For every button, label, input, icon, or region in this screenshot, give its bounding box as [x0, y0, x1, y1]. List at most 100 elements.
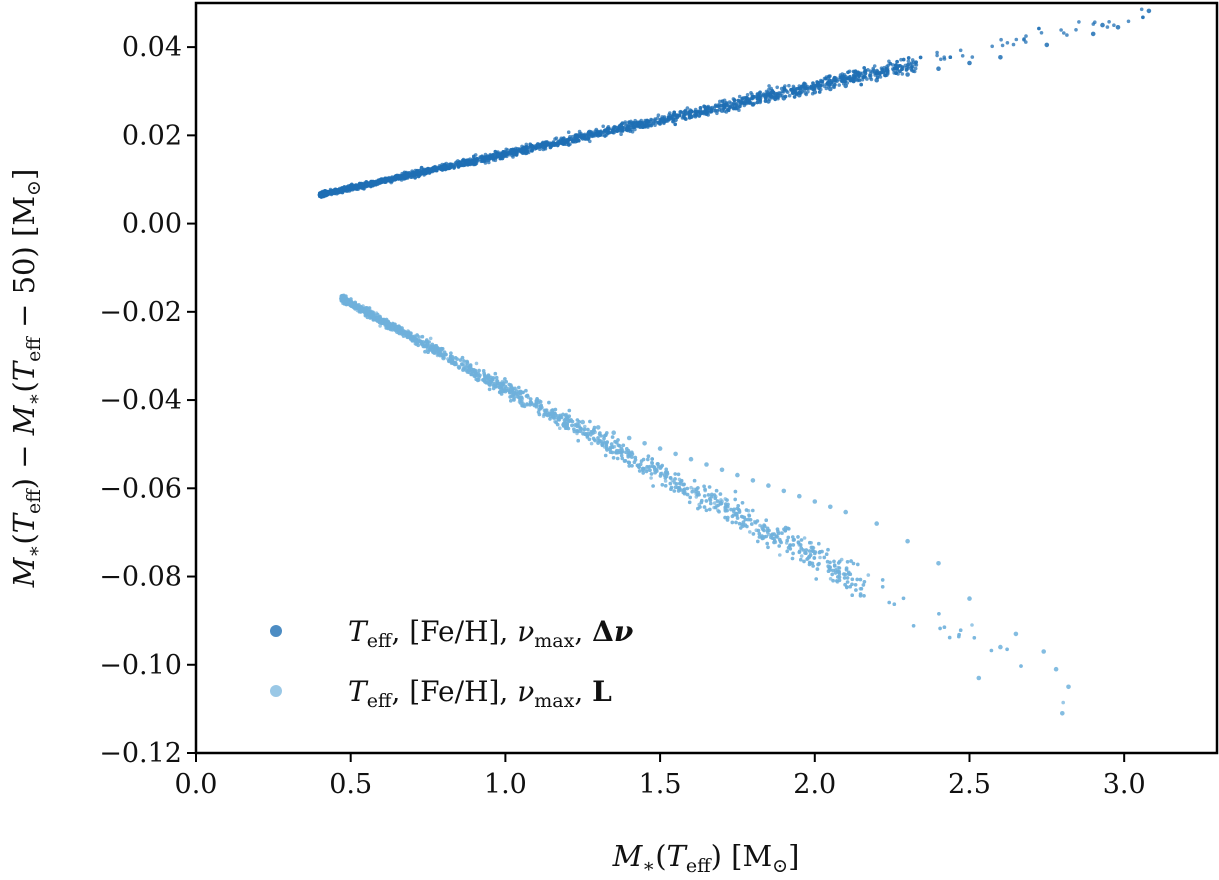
data-point: [960, 54, 965, 58]
data-point: [880, 578, 885, 582]
data-point: [763, 99, 768, 103]
data-point: [493, 371, 498, 376]
data-point: [609, 442, 614, 446]
data-point: [530, 148, 534, 152]
data-point: [790, 556, 795, 561]
data-point: [419, 165, 424, 170]
data-point: [748, 530, 752, 534]
data-point: [812, 86, 817, 91]
data-point: [853, 583, 858, 587]
data-point: [892, 66, 897, 71]
data-point: [655, 116, 660, 120]
data-point: [871, 66, 875, 71]
data-point: [787, 93, 792, 98]
data-point: [558, 426, 562, 431]
data-point: [832, 563, 837, 567]
data-point: [822, 555, 827, 560]
data-point: [683, 112, 688, 116]
data-point: [683, 108, 688, 113]
data-point: [863, 71, 868, 76]
data-point: [636, 123, 641, 127]
data-point: [639, 459, 644, 463]
data-point: [765, 529, 770, 533]
data-point: [777, 544, 781, 548]
data-point: [1005, 41, 1010, 45]
data-point: [709, 108, 714, 112]
data-point: [825, 81, 830, 86]
data-point: [904, 68, 909, 72]
data-point: [509, 390, 513, 394]
data-point: [1066, 684, 1071, 690]
data-point: [741, 524, 745, 528]
data-point: [676, 472, 681, 477]
data-point: [755, 92, 760, 96]
data-point: [813, 550, 818, 554]
data-point: [807, 549, 812, 553]
data-point: [393, 174, 398, 178]
data-point: [537, 145, 542, 149]
data-point: [807, 562, 812, 567]
data-point: [1013, 631, 1019, 637]
data-point: [791, 90, 795, 95]
data-point: [786, 535, 791, 540]
data-point: [490, 377, 495, 382]
data-point: [825, 559, 830, 564]
data-point: [627, 460, 631, 465]
data-point: [725, 508, 729, 513]
data-point: [850, 593, 854, 597]
data-point: [517, 395, 521, 400]
data-point: [732, 507, 736, 512]
data-point: [814, 577, 818, 581]
data-point: [630, 455, 634, 459]
data-point: [909, 68, 914, 72]
data-point: [673, 477, 677, 481]
data-point: [1014, 37, 1019, 42]
data-point: [935, 50, 939, 55]
data-point: [362, 186, 366, 191]
data-point: [644, 469, 649, 474]
data-point: [843, 509, 848, 515]
data-point: [733, 497, 737, 502]
data-point: [732, 98, 737, 103]
data-point: [750, 478, 756, 483]
data-point: [687, 500, 692, 505]
data-point: [880, 67, 885, 72]
data-point: [611, 456, 616, 460]
data-point: [556, 140, 561, 145]
data-point: [781, 488, 787, 494]
data-point: [734, 102, 738, 107]
data-point: [689, 109, 694, 114]
data-point: [817, 541, 821, 546]
data-point: [660, 483, 665, 487]
data-point: [868, 76, 873, 80]
data-point: [607, 126, 611, 131]
data-point: [833, 82, 837, 87]
data-point: [938, 626, 942, 631]
data-point: [765, 541, 769, 546]
data-point: [939, 57, 943, 62]
data-point: [629, 123, 633, 128]
data-point: [718, 492, 723, 496]
data-point: [525, 394, 530, 398]
data-point: [575, 418, 580, 422]
data-point: [976, 675, 982, 681]
data-point: [967, 596, 972, 601]
data-point: [767, 84, 771, 88]
data-point: [1115, 25, 1121, 30]
data-point: [848, 584, 852, 589]
data-point: [692, 478, 697, 483]
data-point: [491, 156, 496, 160]
data-point: [734, 520, 738, 525]
data-point: [545, 413, 550, 418]
series-0: [317, 7, 1152, 199]
data-point: [623, 120, 628, 124]
data-point: [647, 465, 651, 469]
data-point: [683, 490, 687, 495]
data-point: [662, 121, 666, 126]
data-point: [610, 129, 615, 133]
data-point: [501, 150, 506, 154]
data-point: [752, 95, 756, 99]
data-point: [783, 94, 788, 99]
data-point: [764, 518, 768, 522]
